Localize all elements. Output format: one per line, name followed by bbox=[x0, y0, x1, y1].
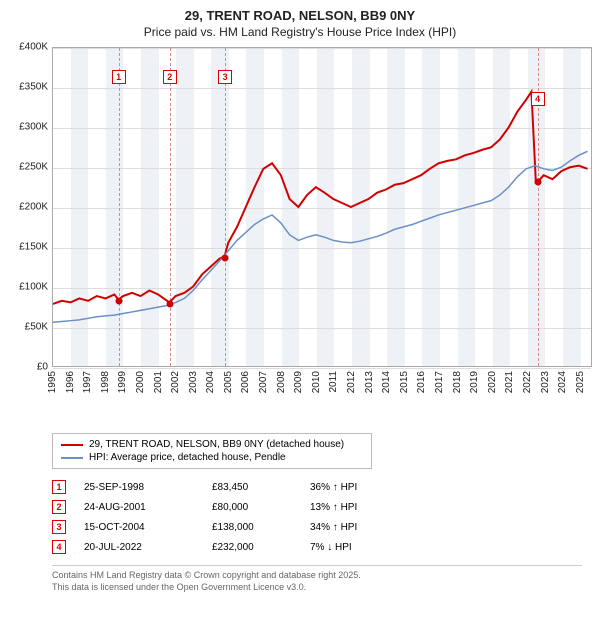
chart-container: 29, TRENT ROAD, NELSON, BB9 0NY Price pa… bbox=[0, 0, 600, 620]
x-tick-label: 2004 bbox=[205, 371, 216, 393]
legend: 29, TRENT ROAD, NELSON, BB9 0NY (detache… bbox=[52, 433, 372, 469]
sale-point-dot bbox=[166, 301, 173, 308]
sales-price: £80,000 bbox=[212, 502, 292, 513]
sales-pct: 7% ↓ HPI bbox=[310, 542, 400, 553]
y-tick-label: £50K bbox=[25, 322, 48, 333]
x-tick-label: 2013 bbox=[364, 371, 375, 393]
x-tick-label: 1998 bbox=[100, 371, 111, 393]
sales-price: £83,450 bbox=[212, 482, 292, 493]
footer: Contains HM Land Registry data © Crown c… bbox=[52, 565, 582, 593]
legend-swatch bbox=[61, 444, 83, 446]
sales-marker: 1 bbox=[52, 480, 66, 494]
footer-line-1: Contains HM Land Registry data © Crown c… bbox=[52, 570, 582, 582]
footer-line-2: This data is licensed under the Open Gov… bbox=[52, 582, 582, 594]
y-tick-label: £150K bbox=[19, 242, 48, 253]
sales-row: 3 15-OCT-2004 £138,000 34% ↑ HPI bbox=[52, 517, 592, 537]
sales-row: 1 25-SEP-1998 £83,450 36% ↑ HPI bbox=[52, 477, 592, 497]
gridline bbox=[53, 368, 591, 369]
sales-price: £232,000 bbox=[212, 542, 292, 553]
y-tick-label: £250K bbox=[19, 162, 48, 173]
sales-price: £138,000 bbox=[212, 522, 292, 533]
x-tick-label: 1999 bbox=[117, 371, 128, 393]
lines-svg bbox=[53, 48, 591, 366]
title-line-2: Price paid vs. HM Land Registry's House … bbox=[8, 25, 592, 39]
sales-pct: 13% ↑ HPI bbox=[310, 502, 400, 513]
sales-date: 24-AUG-2001 bbox=[84, 502, 194, 513]
x-tick-label: 2003 bbox=[188, 371, 199, 393]
sales-marker: 3 bbox=[52, 520, 66, 534]
sale-marker-box: 1 bbox=[112, 70, 126, 84]
sale-point-dot bbox=[534, 179, 541, 186]
chart-area: 1234 £0£50K£100K£150K£200K£250K£300K£350… bbox=[8, 47, 592, 387]
x-tick-label: 2008 bbox=[276, 371, 287, 393]
x-tick-label: 2007 bbox=[258, 371, 269, 393]
x-tick-label: 2001 bbox=[153, 371, 164, 393]
sale-marker-box: 3 bbox=[218, 70, 232, 84]
sales-marker: 4 bbox=[52, 540, 66, 554]
y-tick-label: £100K bbox=[19, 282, 48, 293]
y-tick-label: £300K bbox=[19, 122, 48, 133]
x-tick-label: 2019 bbox=[469, 371, 480, 393]
x-tick-label: 2011 bbox=[328, 371, 339, 393]
sale-point-dot bbox=[115, 298, 122, 305]
sale-point-dot bbox=[222, 254, 229, 261]
sale-marker-box: 4 bbox=[531, 92, 545, 106]
sales-date: 25-SEP-1998 bbox=[84, 482, 194, 493]
x-tick-label: 2025 bbox=[575, 371, 586, 393]
y-tick-label: £200K bbox=[19, 202, 48, 213]
sales-date: 20-JUL-2022 bbox=[84, 542, 194, 553]
x-tick-label: 1996 bbox=[65, 371, 76, 393]
sales-marker: 2 bbox=[52, 500, 66, 514]
y-tick-label: £350K bbox=[19, 82, 48, 93]
x-tick-label: 2015 bbox=[399, 371, 410, 393]
legend-label: 29, TRENT ROAD, NELSON, BB9 0NY (detache… bbox=[89, 439, 344, 450]
sales-row: 2 24-AUG-2001 £80,000 13% ↑ HPI bbox=[52, 497, 592, 517]
sales-row: 4 20-JUL-2022 £232,000 7% ↓ HPI bbox=[52, 537, 592, 557]
sales-table: 1 25-SEP-1998 £83,450 36% ↑ HPI 2 24-AUG-2001… bbox=[52, 477, 592, 557]
sale-marker-box: 2 bbox=[163, 70, 177, 84]
legend-row: 29, TRENT ROAD, NELSON, BB9 0NY (detache… bbox=[61, 438, 363, 451]
y-tick-label: £400K bbox=[19, 42, 48, 53]
plot-region: 1 2 3 4 bbox=[52, 47, 592, 367]
x-tick-label: 2024 bbox=[557, 371, 568, 393]
legend-row: HPI: Average price, detached house, Pend… bbox=[61, 451, 363, 464]
x-tick-label: 2006 bbox=[240, 371, 251, 393]
x-tick-label: 2022 bbox=[522, 371, 533, 393]
x-tick-label: 2016 bbox=[416, 371, 427, 393]
legend-swatch bbox=[61, 457, 83, 459]
x-tick-label: 2017 bbox=[434, 371, 445, 393]
x-tick-label: 2023 bbox=[540, 371, 551, 393]
x-tick-label: 2000 bbox=[135, 371, 146, 393]
sales-date: 15-OCT-2004 bbox=[84, 522, 194, 533]
sales-pct: 34% ↑ HPI bbox=[310, 522, 400, 533]
series-line bbox=[53, 151, 588, 322]
x-tick-label: 2021 bbox=[504, 371, 515, 393]
x-tick-label: 2014 bbox=[381, 371, 392, 393]
x-tick-label: 1997 bbox=[82, 371, 93, 393]
x-tick-label: 2002 bbox=[170, 371, 181, 393]
x-tick-label: 2010 bbox=[311, 371, 322, 393]
legend-label: HPI: Average price, detached house, Pend… bbox=[89, 452, 286, 463]
x-tick-label: 2018 bbox=[452, 371, 463, 393]
title-line-1: 29, TRENT ROAD, NELSON, BB9 0NY bbox=[8, 8, 592, 23]
x-tick-label: 2005 bbox=[223, 371, 234, 393]
x-tick-label: 2009 bbox=[293, 371, 304, 393]
sales-pct: 36% ↑ HPI bbox=[310, 482, 400, 493]
series-line bbox=[53, 92, 588, 304]
x-tick-label: 2020 bbox=[487, 371, 498, 393]
x-tick-label: 1995 bbox=[47, 371, 58, 393]
x-tick-label: 2012 bbox=[346, 371, 357, 393]
